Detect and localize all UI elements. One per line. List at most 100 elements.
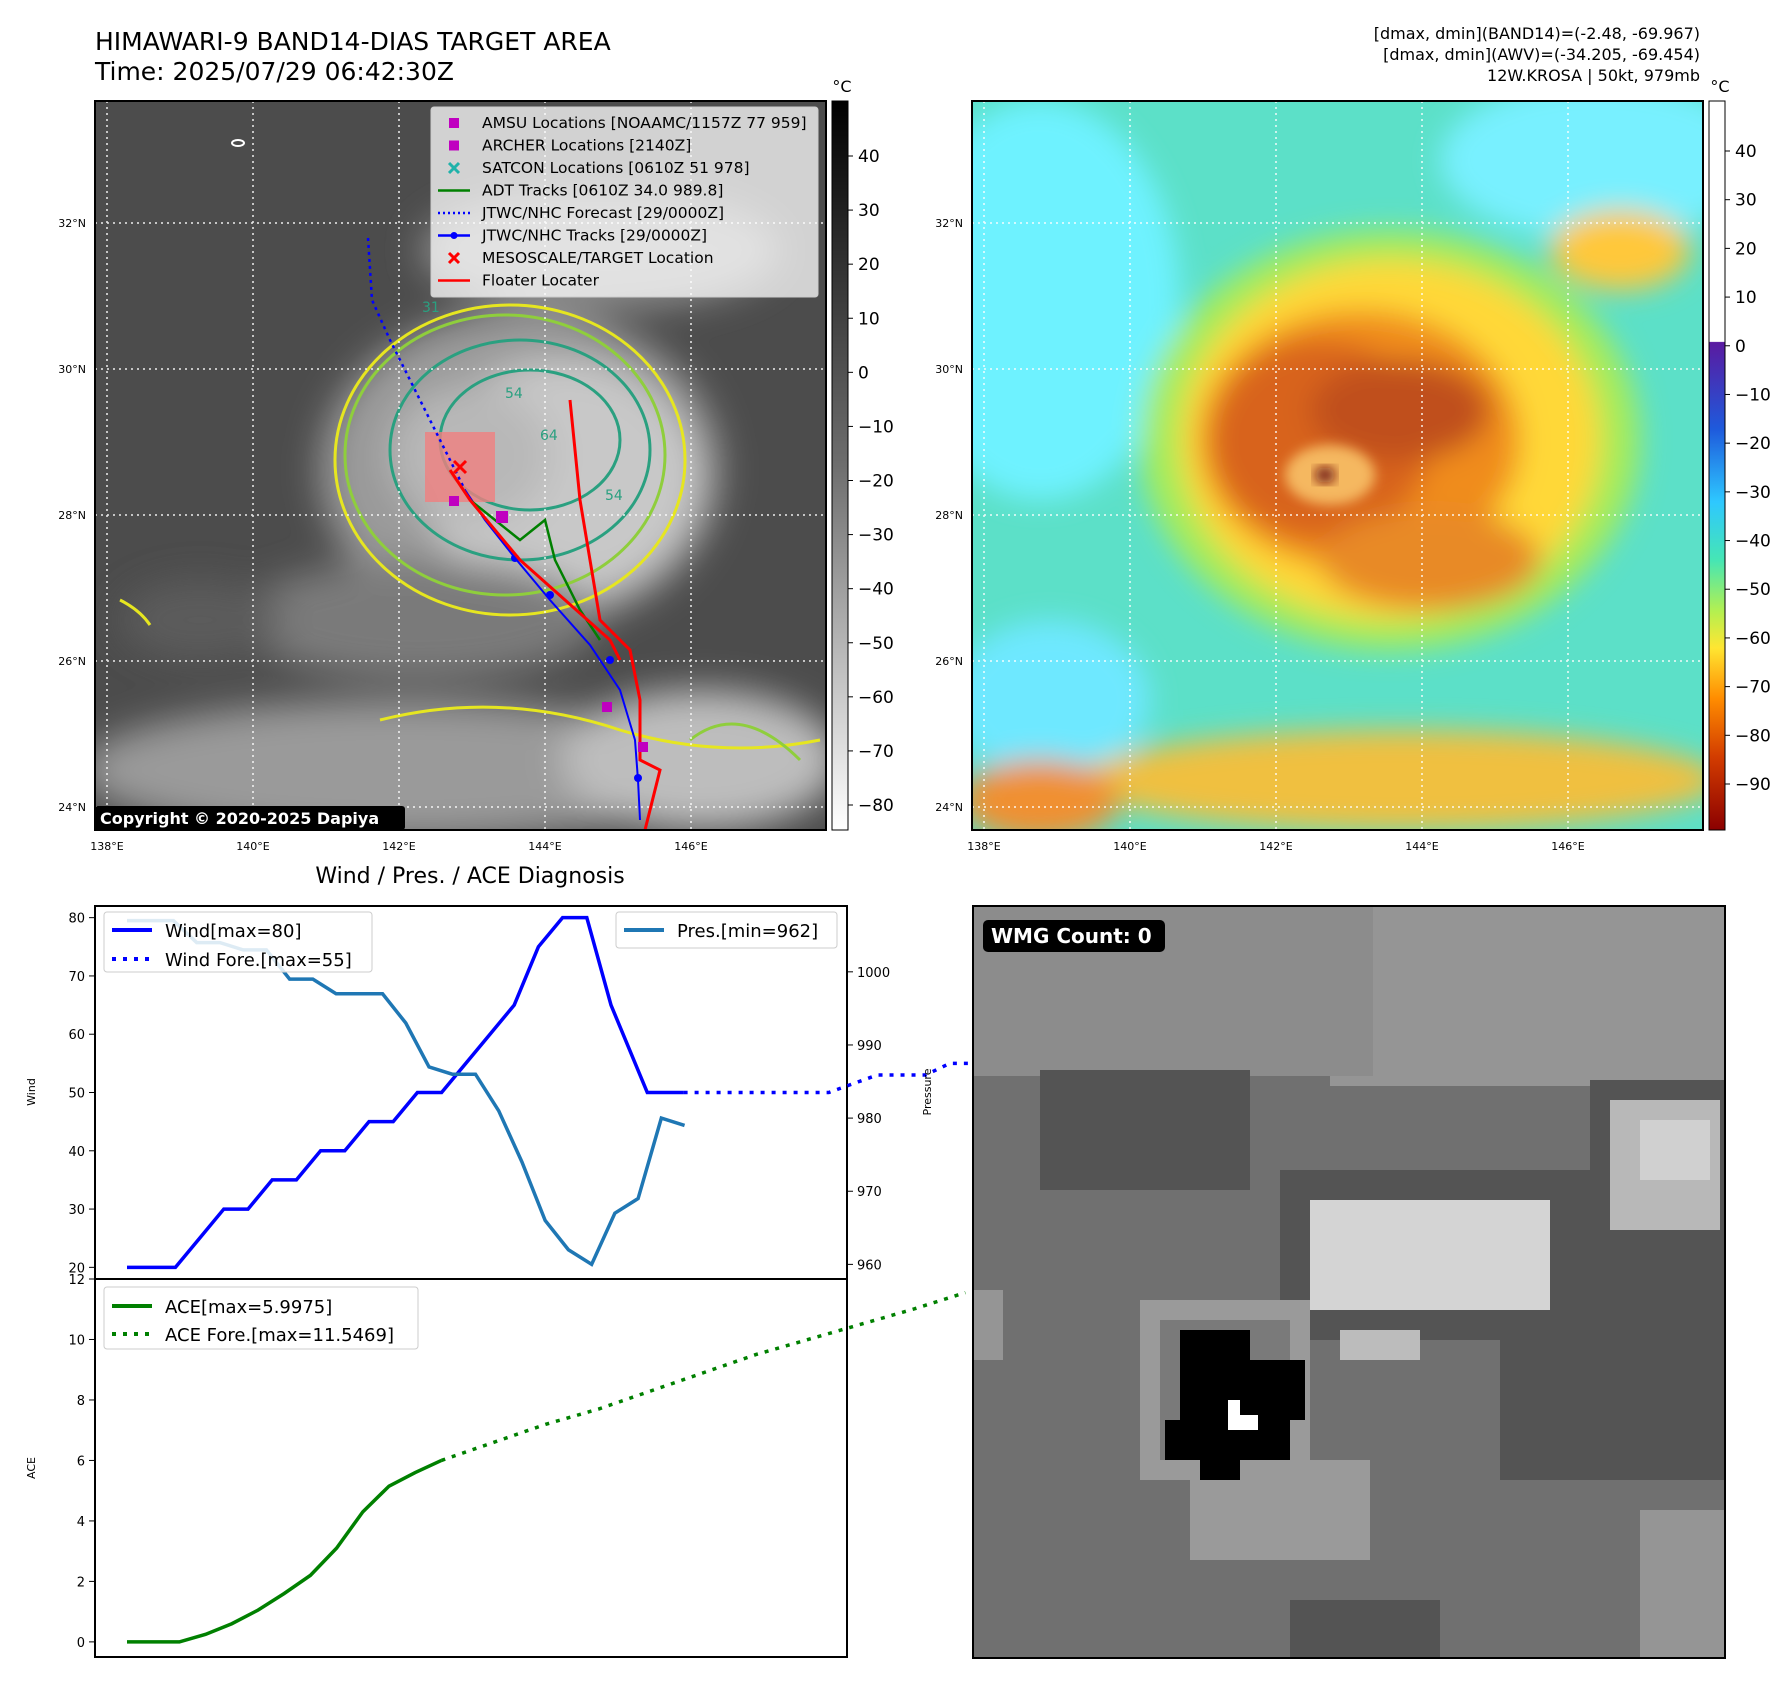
ace-tick-label: 10 — [68, 1333, 85, 1348]
ir-lon-label: 144°E — [528, 840, 561, 853]
colorbar-tick-label: 0 — [858, 363, 869, 383]
wind-tick-label: 50 — [68, 1087, 85, 1102]
legend-label: Floater Locater — [482, 272, 600, 290]
ace-forecast-line — [440, 1290, 966, 1463]
legend-label: ARCHER Locations [2140Z] — [482, 137, 691, 155]
pressure-axis-label: Pressure — [921, 1068, 934, 1115]
ace-legend-label: ACE[max=5.9975] — [165, 1297, 332, 1318]
wind-legend-label: Wind[max=80] — [165, 921, 302, 942]
colorbar-tick-label: −30 — [1735, 483, 1771, 503]
awv-lat-labels: 32°N 30°N 28°N 26°N 24°N — [935, 217, 963, 814]
awv-map: 32°N 30°N 28°N 26°N 24°N 138°E 140°E 142… — [935, 100, 1704, 853]
ace-axis-label: ACE — [25, 1457, 38, 1479]
figure-time: Time: 2025/07/29 06:42:30Z — [94, 57, 454, 86]
colorbar-tick-label: 40 — [858, 147, 880, 167]
colorbar-tick-label: 10 — [1735, 288, 1757, 308]
wind-tick-label: 80 — [68, 912, 85, 927]
wind-axis-label: Wind — [25, 1078, 38, 1106]
colorbar-tick-label: −60 — [1735, 629, 1771, 649]
contour-label-2: 54 — [505, 386, 523, 402]
colorbar-tick-label: −10 — [858, 417, 894, 437]
pressure-tick-label: 960 — [857, 1258, 882, 1273]
awv-lon-label: 142°E — [1259, 840, 1292, 853]
colorbar-tick-label: −20 — [1735, 434, 1771, 454]
legend-label: SATCON Locations [0610Z 51 978] — [482, 159, 750, 177]
pres-legend-label: Pres.[min=962] — [677, 921, 818, 942]
copyright-text: Copyright © 2020-2025 Dapiya — [100, 809, 379, 828]
awv-lon-label: 138°E — [967, 840, 1000, 853]
ir-lat-label: 28°N — [58, 509, 86, 522]
jtwc-best-track — [464, 489, 641, 821]
ace-legend: ACE[max=5.9975] ACE Fore.[max=11.5469] — [103, 1286, 419, 1350]
colorbar-tick-label: −40 — [1735, 532, 1771, 552]
ir-contours — [119, 303, 821, 762]
jtwc-forecast-track — [366, 237, 467, 491]
wind-series-line — [127, 915, 684, 1270]
awv-lat-label: 26°N — [935, 655, 963, 668]
wind-fore-legend-label: Wind Fore.[max=55] — [165, 950, 352, 971]
wmg-panel: WMG Count: 0 — [972, 905, 1726, 1659]
wmg-label-box: WMG Count: 0 — [983, 920, 1165, 952]
amsu-markers — [449, 496, 648, 752]
ace-tick-label: 12 — [68, 1273, 85, 1288]
ir-lat-label: 26°N — [58, 655, 86, 668]
legend-marker-square — [449, 140, 459, 151]
legend-label: JTWC/NHC Tracks [29/0000Z] — [481, 227, 707, 245]
wind-tick-label: 70 — [68, 970, 85, 985]
ir-lat-label: 32°N — [58, 217, 86, 230]
contour-label-4: 54 — [605, 488, 623, 504]
colorbar-tick-label: −20 — [858, 472, 894, 492]
ir-lon-label: 140°E — [236, 840, 269, 853]
colorbar-tick-label: 0 — [1735, 337, 1746, 357]
ir-map: 31 54 64 54 AMSU Locations [NOAAMC/1157Z… — [58, 100, 827, 853]
legend-marker-square — [449, 118, 459, 128]
legend-label: ADT Tracks [0610Z 34.0 989.8] — [482, 182, 723, 200]
floater-track — [568, 399, 662, 830]
wmg-count-label: WMG Count: 0 — [991, 924, 1152, 948]
colorbar-tick-label: −90 — [1735, 775, 1771, 795]
awv-lon-label: 144°E — [1405, 840, 1438, 853]
ir-lat-labels: 32°N 30°N 28°N 26°N 24°N — [58, 217, 86, 814]
awv-lon-label: 140°E — [1113, 840, 1146, 853]
legend-label: AMSU Locations [NOAAMC/1157Z 77 959] — [482, 114, 807, 132]
ir-lon-label: 146°E — [674, 840, 707, 853]
wind-legend: Wind[max=80] Wind Fore.[max=55] — [103, 911, 373, 973]
legend-marker-x — [447, 251, 461, 265]
pres-legend: Pres.[min=962] — [615, 911, 838, 949]
pressure-tick-label: 1000 — [857, 966, 890, 981]
awv-lat-label: 24°N — [935, 801, 963, 814]
contour-label-1: 31 — [422, 300, 440, 316]
legend-label: JTWC/NHC Forecast [29/0000Z] — [481, 204, 724, 222]
wind-tick-label: 60 — [68, 1028, 85, 1043]
ace-tick-label: 2 — [77, 1575, 85, 1590]
colorbar-tick-label: 30 — [1735, 191, 1757, 211]
awv-lon-label: 146°E — [1551, 840, 1584, 853]
colorbar-tick-label: −80 — [858, 796, 894, 816]
colorbar-tick-label: −40 — [858, 580, 894, 600]
ace-tick-label: 6 — [77, 1454, 85, 1469]
ir-lon-label: 138°E — [90, 840, 123, 853]
awv-lon-labels: 138°E 140°E 142°E 144°E 146°E — [967, 840, 1584, 853]
legend-label: MESOSCALE/TARGET Location — [482, 249, 714, 267]
legend-marker-x — [447, 161, 461, 175]
ace-tick-label: 4 — [77, 1515, 85, 1530]
storm-info: 12W.KROSA | 50kt, 979mb — [1487, 66, 1700, 85]
awv-colorbar: °C 40 30 20 10 0 −10 −20 −30 −40 −50 −60 −70 −80 −90 — [1708, 77, 1771, 831]
target-marker — [452, 459, 468, 475]
wind-pres-chart: 80 70 60 50 40 30 20 1000 990 980 970 960 Wind Pres… — [25, 905, 1120, 1280]
colorbar-tick-label: −10 — [1735, 385, 1771, 405]
wind-tick-label: 20 — [68, 1261, 85, 1276]
colorbar-tick-label: 20 — [1735, 239, 1757, 259]
wind-tick-label: 30 — [68, 1203, 85, 1218]
colorbar-tick-label: 10 — [858, 309, 880, 329]
pressure-tick-label: 980 — [857, 1112, 882, 1127]
colorbar-tick-label: 30 — [858, 201, 880, 221]
pressure-tick-label: 990 — [857, 1039, 882, 1054]
contour-label-3: 64 — [540, 428, 558, 444]
ir-lat-label: 30°N — [58, 363, 86, 376]
awv-lat-label: 30°N — [935, 363, 963, 376]
colorbar-tick-label: −30 — [858, 526, 894, 546]
ir-lon-labels: 138°E 140°E 142°E 144°E 146°E — [90, 840, 707, 853]
figure-title: HIMAWARI-9 BAND14-DIAS TARGET AREA — [95, 27, 611, 56]
